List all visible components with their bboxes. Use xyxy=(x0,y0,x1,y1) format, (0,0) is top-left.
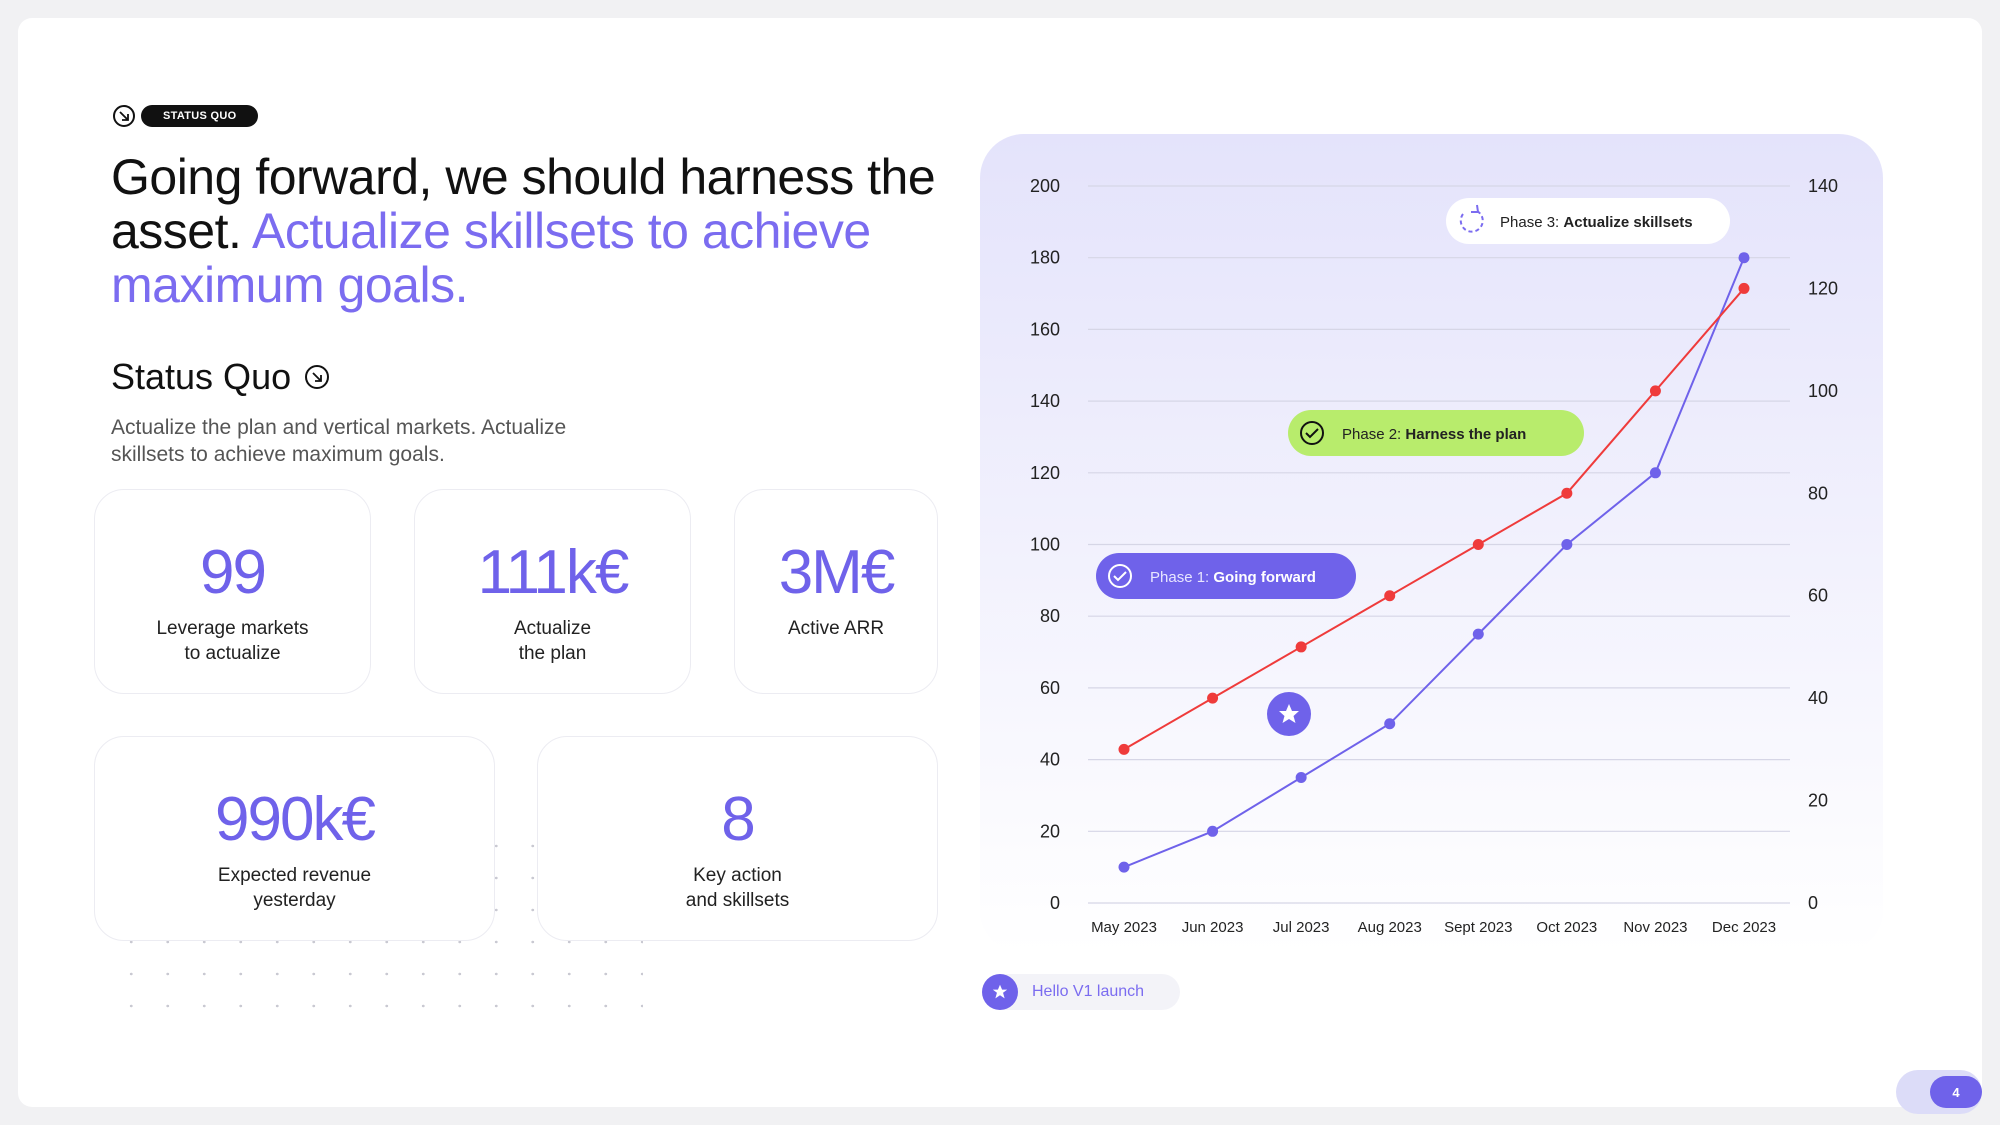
status-badge: STATUS QUO xyxy=(141,105,259,127)
arrow-down-right-icon xyxy=(113,105,135,127)
section-title: Status Quo xyxy=(111,356,292,397)
data-point xyxy=(1118,861,1130,873)
svg-text:Phase 3: Actualize skillsets: Phase 3: Actualize skillsets xyxy=(1500,214,1693,231)
right-axis-tick-label: 40 xyxy=(1808,688,1828,708)
x-axis-tick-label: Nov 2023 xyxy=(1623,919,1687,936)
x-axis-tick-label: Dec 2023 xyxy=(1712,919,1776,936)
launch-marker-note: Hello V1 launch xyxy=(982,974,1181,1010)
series-line xyxy=(1123,287,1745,751)
left-axis-tick-label: 180 xyxy=(1030,248,1060,268)
left-axis-tick-label: 200 xyxy=(1030,176,1060,196)
svg-text:Phase 1: Going forward: Phase 1: Going forward xyxy=(1150,569,1316,586)
stat-label: Actualize the plan xyxy=(513,618,592,664)
right-axis-tick-label: 100 xyxy=(1808,381,1838,401)
data-point xyxy=(1207,825,1219,837)
phase3-prefix: Phase 3: xyxy=(1500,214,1559,231)
stat-card: 990k€ Expected revenue yesterday xyxy=(94,736,495,941)
stat-value: 111k€ xyxy=(477,538,630,607)
phase3-annotation: Phase 3: Actualize skillsets xyxy=(1446,198,1730,244)
phase1-title: Going forward xyxy=(1213,569,1316,586)
data-point xyxy=(1738,252,1750,264)
stat-value: 99 xyxy=(200,538,267,607)
check-circle-icon xyxy=(1108,564,1132,588)
stat-card: 99 Leverage markets to actualize xyxy=(94,489,371,694)
data-point xyxy=(1738,282,1750,294)
phase2-annotation: Phase 2: Harness the plan xyxy=(1288,410,1584,456)
page-indicator[interactable]: 4 xyxy=(1896,1070,1982,1114)
page-number: 4 xyxy=(1930,1076,1982,1108)
status-badge-row: STATUS QUO xyxy=(113,105,259,127)
refresh-icon xyxy=(1459,204,1484,233)
left-axis-tick-label: 100 xyxy=(1030,535,1060,555)
stat-label: Expected revenue yesterday xyxy=(217,865,372,911)
right-axis-tick-label: 60 xyxy=(1808,586,1828,606)
left-axis-tick-label: 120 xyxy=(1030,463,1060,483)
phase1-annotation: Phase 1: Going forward xyxy=(1096,553,1356,599)
stat-card: 3M€ Active ARR xyxy=(734,489,938,694)
check-circle-icon xyxy=(1300,421,1324,445)
stat-label: Active ARR xyxy=(787,618,885,639)
right-axis-tick-label: 120 xyxy=(1808,278,1838,298)
data-point xyxy=(1649,385,1661,397)
data-point xyxy=(1384,590,1396,602)
x-axis-tick-label: Aug 2023 xyxy=(1358,919,1422,936)
data-point xyxy=(1472,539,1484,550)
data-point xyxy=(1561,487,1573,499)
stat-card: 111k€ Actualize the plan xyxy=(414,489,691,694)
left-axis-tick-label: 20 xyxy=(1040,821,1060,841)
right-axis-tick-label: 140 xyxy=(1808,176,1838,196)
phase1-prefix: Phase 1: xyxy=(1150,569,1209,586)
star-icon xyxy=(1279,704,1299,723)
right-axis-tick-label: 20 xyxy=(1808,791,1828,811)
left-axis-tick-label: 60 xyxy=(1040,678,1060,698)
right-axis-tick-label: 0 xyxy=(1808,893,1818,913)
x-axis-tick-label: Jun 2023 xyxy=(1182,919,1244,936)
phase2-prefix: Phase 2: xyxy=(1342,426,1401,443)
headline-accent: Actualize skillsets to achieve maximum g… xyxy=(111,203,871,313)
left-axis-tick-label: 0 xyxy=(1050,893,1060,913)
left-axis-tick-label: 40 xyxy=(1040,750,1060,770)
page-title: Going forward, we should harness the ass… xyxy=(111,150,971,312)
chart-panel: 0 20 40 60 80 100 120 140 160 180 200 0 20 40 60 80 100… xyxy=(980,134,1883,954)
stat-value: 8 xyxy=(721,785,755,854)
x-axis-tick-label: Sept 2023 xyxy=(1444,919,1512,936)
headline-main: Going forward, we should harness the ass… xyxy=(111,149,936,259)
data-point xyxy=(1207,692,1219,704)
data-point xyxy=(1384,718,1396,730)
x-axis-tick-label: May 2023 xyxy=(1091,919,1157,936)
left-axis-tick-label: 80 xyxy=(1040,606,1060,626)
star-marker[interactable] xyxy=(1267,692,1311,736)
x-axis-tick-label: Jul 2023 xyxy=(1273,919,1330,936)
stat-value: 3M€ xyxy=(778,538,896,607)
stat-value: 990k€ xyxy=(215,785,376,854)
right-axis-tick-label: 80 xyxy=(1808,483,1828,503)
data-point xyxy=(1295,641,1307,653)
star-icon xyxy=(982,974,1018,1010)
stat-label: Leverage markets to actualize xyxy=(156,618,309,664)
data-point xyxy=(1649,467,1661,479)
line-chart: 0 20 40 60 80 100 120 140 160 180 200 0 20 40 60 80 100… xyxy=(980,134,1883,954)
phase3-title: Actualize skillsets xyxy=(1563,214,1692,231)
data-point xyxy=(1472,628,1484,640)
data-point xyxy=(1118,743,1130,755)
section-description: Actualize the plan and vertical markets.… xyxy=(111,416,567,466)
stat-card: 8 Key action and skillsets xyxy=(537,736,938,941)
series-line xyxy=(1123,257,1745,869)
phase2-title: Harness the plan xyxy=(1405,426,1526,443)
stat-label: Key action and skillsets xyxy=(685,865,790,911)
launch-note-text: Hello V1 launch xyxy=(1032,983,1145,1000)
arrow-down-right-icon xyxy=(305,365,330,389)
section-heading: Status Quo xyxy=(111,356,330,398)
data-point xyxy=(1295,772,1307,784)
svg-text:Phase 2: Harness the plan: Phase 2: Harness the plan xyxy=(1342,426,1526,443)
left-axis-tick-label: 140 xyxy=(1030,391,1060,411)
data-point xyxy=(1561,539,1573,550)
x-axis-tick-label: Oct 2023 xyxy=(1536,919,1597,936)
left-axis-tick-label: 160 xyxy=(1030,319,1060,339)
